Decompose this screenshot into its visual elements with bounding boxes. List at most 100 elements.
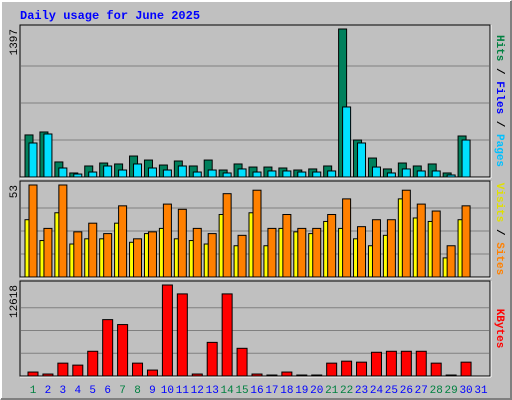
x-tick-label: 5 [89, 385, 96, 397]
x-tick-label: 26 [400, 385, 413, 397]
bar [58, 184, 68, 278]
bar [28, 184, 38, 278]
bar [191, 373, 203, 377]
bar [431, 210, 441, 278]
x-tick-label: 23 [355, 385, 368, 397]
bar [370, 351, 382, 377]
bar [386, 219, 396, 278]
bar [192, 171, 202, 178]
bar [177, 165, 187, 178]
bar [400, 350, 412, 377]
bar [161, 284, 173, 377]
bar [207, 233, 217, 278]
y-tick-label: 12618 [9, 285, 21, 318]
bar [147, 167, 157, 178]
bar [371, 166, 381, 178]
bar [222, 193, 232, 278]
y-tick-label: 53 [9, 185, 21, 198]
x-tick-label: 13 [206, 385, 219, 397]
bar [327, 214, 337, 278]
bar [416, 170, 426, 178]
bar [357, 226, 367, 278]
bar [221, 293, 233, 377]
bar [73, 231, 83, 278]
bar [357, 142, 367, 178]
bar [296, 374, 308, 377]
bar [117, 324, 129, 377]
bar [132, 362, 144, 377]
bar [342, 106, 352, 178]
bar [146, 369, 158, 377]
x-tick-label: 19 [295, 385, 308, 397]
bar [267, 227, 277, 278]
bar [118, 205, 128, 278]
bar [461, 205, 471, 278]
bar [27, 371, 39, 377]
x-tick-label: 30 [459, 385, 472, 397]
bar [446, 174, 456, 178]
bar [312, 227, 322, 278]
y-tick-label: 1397 [9, 29, 21, 55]
bar [342, 198, 352, 278]
x-tick-label: 24 [370, 385, 384, 397]
bar [446, 245, 456, 278]
side-label-part: Sites [493, 242, 505, 275]
bar [297, 171, 307, 178]
bar [311, 374, 323, 377]
side-label-part: Files [493, 81, 505, 114]
bar [266, 374, 278, 377]
side-label-part: / [493, 222, 505, 242]
bar [43, 133, 53, 178]
side-label-part: Hits [493, 35, 505, 61]
chart-title: Daily usage for June 2025 [20, 9, 200, 23]
x-tick-label: 10 [161, 385, 174, 397]
bar [416, 203, 426, 278]
x-tick-label: 31 [474, 385, 488, 397]
bar [267, 170, 277, 178]
bar [103, 165, 113, 178]
bar [87, 350, 99, 377]
x-tick-label: 11 [176, 385, 190, 397]
bar [356, 361, 368, 377]
bar [133, 238, 143, 278]
bar [252, 171, 262, 178]
x-tick-label: 2 [45, 385, 52, 397]
x-tick-label: 29 [445, 385, 458, 397]
bar [88, 222, 98, 278]
x-tick-label: 16 [250, 385, 263, 397]
x-tick-label: 25 [385, 385, 398, 397]
side-label-part: Visits [493, 183, 505, 223]
bar [445, 374, 457, 377]
bar [251, 373, 263, 377]
x-tick-label: 9 [149, 385, 156, 397]
bar [461, 139, 471, 178]
bar [42, 373, 54, 377]
x-tick-label: 21 [325, 385, 339, 397]
bar [297, 227, 307, 278]
bar [460, 361, 472, 377]
bar [237, 168, 247, 178]
x-tick-label: 12 [191, 385, 204, 397]
side-label-part: KBytes [493, 309, 505, 349]
side-label-part: / [493, 61, 505, 81]
bar [281, 371, 293, 377]
bar [102, 319, 114, 377]
bar [58, 167, 68, 178]
bar [206, 341, 218, 377]
bar [401, 168, 411, 178]
bar [118, 169, 128, 178]
bar [430, 362, 442, 377]
x-tick-label: 4 [74, 385, 81, 397]
side-label-part: Pages [493, 134, 505, 167]
bar [237, 234, 247, 278]
bar [207, 169, 217, 178]
bar [88, 171, 98, 178]
x-tick-label: 1 [30, 385, 37, 397]
bar [162, 169, 172, 178]
bar [326, 362, 338, 377]
x-tick-label: 20 [310, 385, 323, 397]
side-label: Visits / Sites [493, 183, 505, 275]
